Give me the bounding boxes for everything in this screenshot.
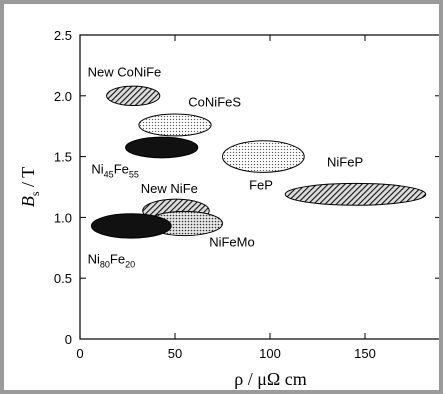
x-tick-label: 100 (259, 346, 281, 361)
plot-frame (79, 34, 439, 340)
region-fep (222, 140, 305, 173)
label-conifes: CoNiFeS (188, 95, 241, 110)
x-tick-label: 0 (76, 346, 83, 361)
label-new-conife: New CoNiFe (88, 64, 162, 79)
y-tick-label: 2.0 (54, 89, 72, 104)
y-axis-title: Bs / T (18, 167, 42, 207)
x-tick-label: 150 (354, 346, 376, 361)
material-regions (90, 85, 427, 239)
label-fep: FeP (249, 177, 273, 192)
y-tick-label: 1.0 (54, 210, 72, 225)
y-tick-label: 1.5 (54, 150, 72, 165)
x-axis-title: ρ / μΩ cm (234, 369, 307, 389)
region-nifep (284, 182, 427, 206)
label-nifemo: NiFeMo (209, 235, 255, 250)
region-conifes (138, 113, 212, 137)
label-new-nife: New NiFe (141, 181, 198, 196)
y-tick-label: 2.5 (54, 28, 72, 43)
label-ni80fe20: Ni80Fe20 (88, 252, 135, 270)
bs-vs-resistivity-chart: 0 0.5 1.0 1.5 2.0 2.5 0 50 100 150 ρ / μΩ cm Bs / T… (18, 28, 439, 389)
plot-area (79, 34, 439, 340)
axes: 0 0.5 1.0 1.5 2.0 2.5 0 50 100 150 ρ / μΩ cm Bs / T (18, 28, 439, 389)
label-ni45fe55: Ni45Fe55 (91, 162, 138, 180)
region-ni45fe55 (125, 136, 199, 159)
annotations: New CoNiFe CoNiFeS Ni45Fe55 FeP NiFeP New NiF… (88, 64, 364, 269)
x-tick-label: 50 (168, 346, 182, 361)
region-new-conife (106, 85, 161, 107)
label-nifep: NiFeP (327, 154, 363, 169)
region-ni80fe20 (90, 213, 172, 239)
y-tick-label: 0.5 (54, 271, 72, 286)
y-tick-label: 0 (65, 332, 72, 347)
